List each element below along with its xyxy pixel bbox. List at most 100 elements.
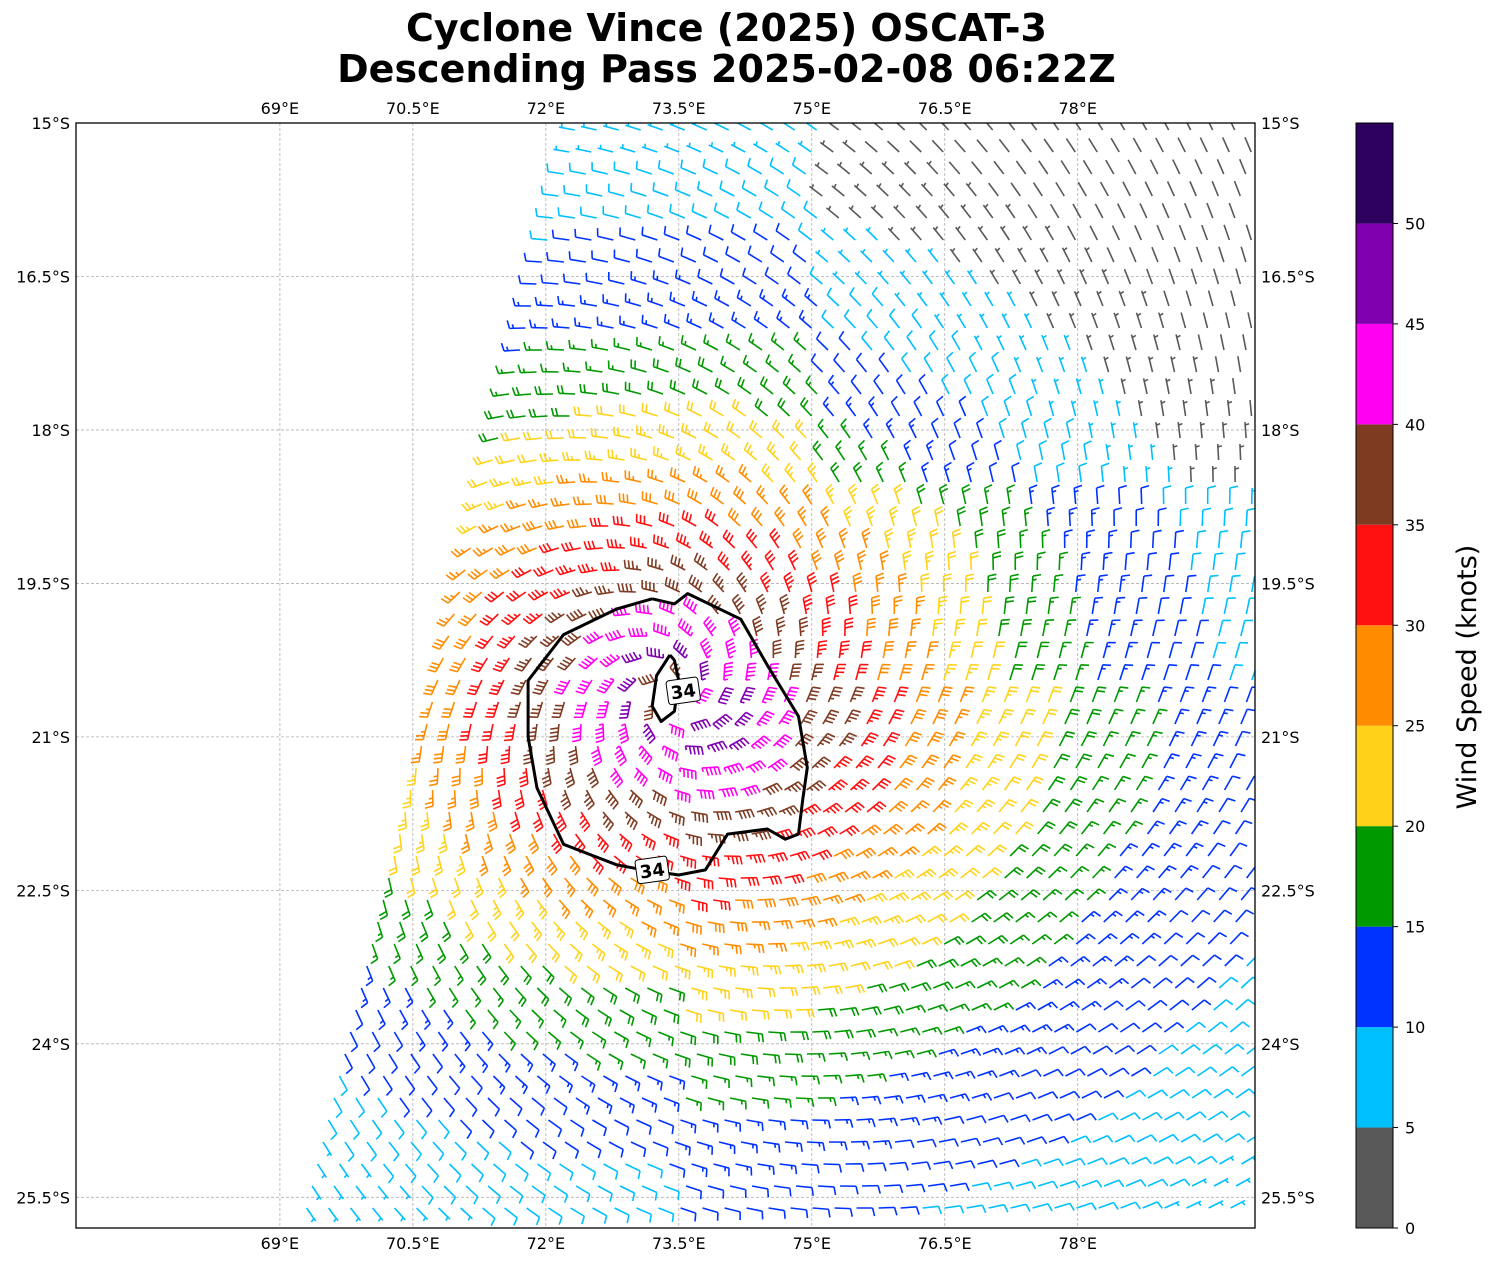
wind-barb [999,1159,1020,1168]
wind-barb [663,225,680,241]
wind-barb [971,1092,993,1101]
wind-barb [1152,619,1165,637]
wind-barb [1029,291,1038,307]
wind-barb [570,1207,586,1225]
wind-barb [597,1097,613,1115]
wind-barb [1030,573,1042,593]
wind-barb [745,760,767,774]
wind-barb [1053,933,1074,945]
wind-barb [883,914,905,925]
wind-barb [1177,137,1186,153]
wind-barb [916,483,926,505]
wind-barb [1088,137,1098,153]
wind-barb [1109,1156,1130,1165]
wind-barb [414,723,428,741]
wind-barb [1092,865,1112,879]
wind-barb [1120,1112,1141,1121]
wind-barb [861,330,873,351]
wind-barb [603,1163,619,1180]
wind-barb [792,244,807,263]
wind-barb [842,227,856,241]
wind-barb [1020,798,1039,813]
wind-barb [992,731,1010,747]
wind-barb [866,709,883,725]
wind-barb [756,484,769,505]
wind-barb [913,395,923,417]
wind-barb [740,784,761,797]
wind-barb [1041,529,1051,549]
wind-barb [567,429,587,439]
wind-barb [889,982,910,993]
wind-barb [878,1027,899,1037]
wind-barb [924,550,935,571]
wind-barb [630,1141,647,1158]
wind-barb [679,855,697,869]
wind-barb [624,470,642,483]
wind-barb [1147,999,1168,1011]
wind-barb [933,1071,954,1080]
wind-barb [338,1075,348,1097]
wind-barb [1216,158,1225,175]
wind-barb [1115,400,1121,417]
wind-barb [905,914,927,924]
wind-barb [625,1163,641,1180]
wind-barb [388,1053,399,1075]
wind-barb [467,568,488,580]
wind-barb [1196,976,1217,989]
wind-barb [960,867,981,879]
wind-barb [905,823,926,835]
wind-barb [831,183,845,197]
wind-barb [544,519,565,531]
wind-barb [401,899,411,921]
wind-barb [795,1185,814,1196]
wind-barb [932,890,954,901]
colorbar-label: Wind Speed (knots) [1452,545,1483,810]
wind-barb [517,275,537,285]
wind-barb [812,1207,831,1218]
wind-barb [451,877,461,899]
wind-barb [1081,1090,1103,1099]
wind-barb [894,1139,915,1149]
wind-barb [528,833,540,855]
wind-barb [327,1207,339,1223]
wind-barb [448,1075,461,1096]
wind-barb [1037,1001,1059,1011]
wind-barb [1054,1202,1075,1211]
wind-barb [388,1141,400,1162]
wind-barb [1141,753,1158,769]
wind-barb [448,1163,462,1183]
wind-barb [455,525,477,535]
wind-barb [571,586,593,598]
wind-barb [531,1185,546,1204]
wind-barb [1230,123,1236,131]
colorbar-bin [1356,1127,1393,1228]
wind-barb [454,1141,467,1161]
wind-barb [1169,1089,1191,1099]
wind-barb [657,943,674,959]
wind-barb [652,270,669,285]
wind-barb [1005,203,1016,219]
wind-barb [706,740,728,753]
wind-barb [606,538,625,549]
wind-barb [999,1069,1020,1078]
wind-barb [421,1009,431,1031]
wind-barb [1055,462,1065,483]
wind-barb [894,959,916,970]
wind-barb [948,731,966,747]
wind-barb [878,1206,898,1216]
wind-barb [1058,731,1076,747]
wind-barb [691,290,708,307]
wind-barb [927,1003,949,1013]
wind-barb [1245,224,1253,241]
wind-barb [702,158,719,175]
wind-barb [661,745,679,762]
wind-barb [1164,1200,1180,1209]
wind-barb [888,308,901,329]
wind-barb [564,877,576,898]
wind-barb [415,1031,426,1053]
wind-barb [693,552,708,571]
wind-barb [1244,136,1252,153]
wind-barb [949,1003,971,1012]
wind-barb [533,475,554,486]
wind-barb [1014,731,1032,747]
